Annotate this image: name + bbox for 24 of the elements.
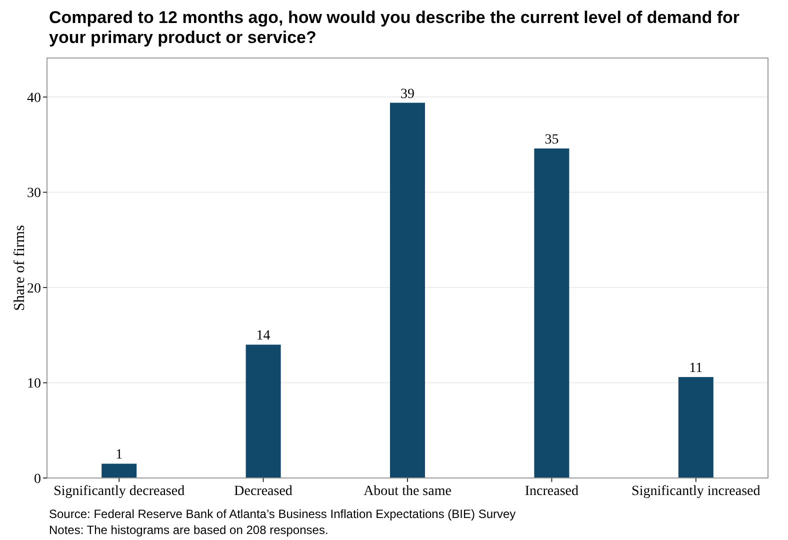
bar <box>678 377 714 478</box>
data-label: 11 <box>689 361 703 376</box>
data-label: 14 <box>256 328 270 344</box>
data-label: 1 <box>116 448 123 463</box>
x-tick-label: Decreased <box>234 484 292 499</box>
y-tick-label: 0 <box>34 472 41 487</box>
source-note: Source: Federal Reserve Bank of Atlanta’s Business Inflation Expectations (BIE) Survey <box>49 507 516 521</box>
x-tick-label: Increased <box>524 484 579 499</box>
bar <box>102 464 137 478</box>
data-label: 39 <box>400 86 414 102</box>
y-axis-title: Share of firms <box>12 224 28 311</box>
chart-title: Compared to 12 months ago, how would you describe the current level of demand for your primary product or service? <box>49 8 740 47</box>
y-tick-label: 30 <box>27 186 41 202</box>
y-tick-label: 20 <box>27 281 41 296</box>
bar <box>534 148 570 478</box>
bar <box>390 102 425 478</box>
x-tick-label: Significantly decreased <box>54 484 185 499</box>
x-tick-label: About the same <box>364 484 452 499</box>
y-tick-label: 40 <box>27 90 41 106</box>
y-tick-label: 10 <box>27 376 41 392</box>
data-label: 35 <box>544 132 559 148</box>
text: Notes: The histograms are based on 208 responses. <box>49 523 328 537</box>
x-tick-label: Significantly increased <box>632 484 760 499</box>
bar <box>246 344 281 478</box>
